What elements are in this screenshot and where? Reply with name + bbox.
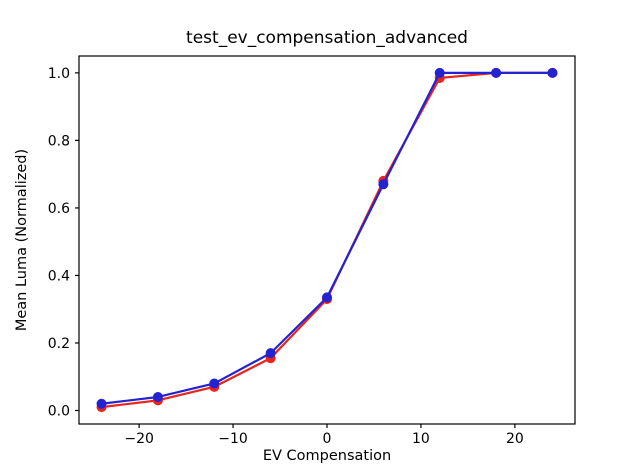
blue-series-marker bbox=[152, 391, 163, 402]
y-tick-label: 0.4 bbox=[48, 268, 70, 284]
blue-series-marker bbox=[491, 67, 502, 78]
blue-series-marker bbox=[322, 292, 332, 303]
chart-title: test_ev_compensation_advanced bbox=[186, 28, 468, 48]
axes-frame bbox=[78, 55, 576, 425]
blue-series-marker bbox=[434, 67, 445, 78]
blue-series-marker bbox=[209, 378, 220, 389]
x-axis-label: EV Compensation bbox=[262, 448, 392, 464]
x-tick-label: 10 bbox=[412, 431, 430, 447]
y-tick-label: 0.6 bbox=[48, 201, 70, 217]
red-series-line bbox=[100, 71, 554, 409]
blue-series-line bbox=[100, 71, 554, 405]
y-tick-label: 0.8 bbox=[48, 133, 70, 149]
x-tick-label: 0 bbox=[323, 431, 332, 447]
blue-series-marker bbox=[378, 179, 389, 190]
x-tick-label: 20 bbox=[506, 431, 524, 447]
y-axis-label: Mean Luma (Normalized) bbox=[14, 148, 30, 332]
y-tick-label: 0.0 bbox=[48, 403, 70, 419]
y-tick-label: 1.0 bbox=[48, 66, 70, 82]
y-tick-label: 0.2 bbox=[48, 336, 70, 352]
x-tick-label: −20 bbox=[124, 431, 154, 447]
x-tick-label: −10 bbox=[218, 431, 248, 447]
blue-series-marker bbox=[96, 398, 107, 409]
blue-series-marker bbox=[547, 67, 558, 78]
blue-series-marker bbox=[265, 348, 276, 359]
